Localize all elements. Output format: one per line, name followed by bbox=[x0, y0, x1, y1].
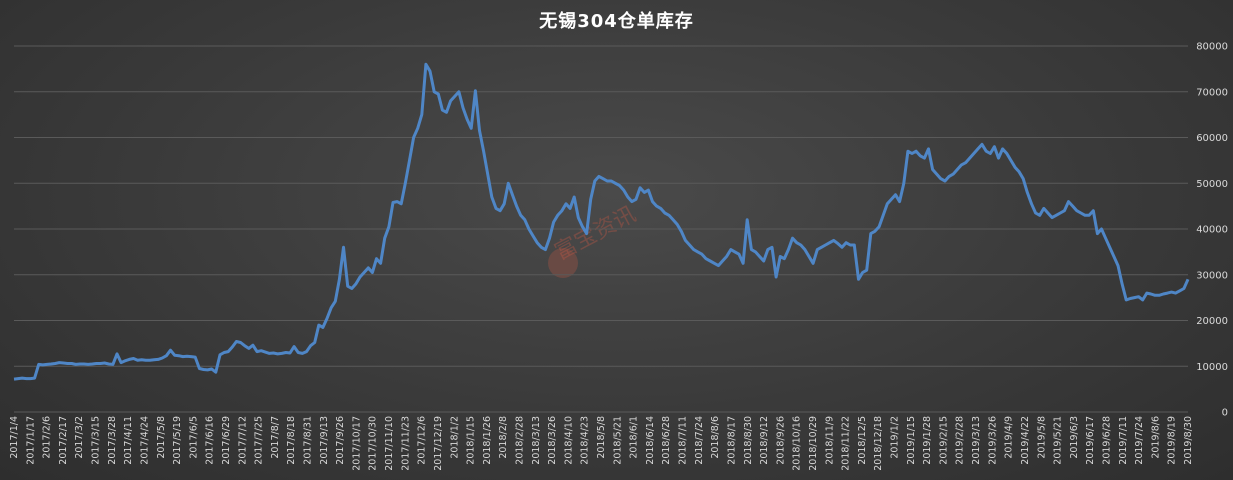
x-tick-label: 2019/6/3 bbox=[1069, 416, 1080, 459]
x-tick-label: 2017/2/6 bbox=[42, 416, 53, 459]
x-axis-ticks: 2017/1/4 2017/1/17 2017/2/6 2017/2/17 2017/3… bbox=[9, 416, 1194, 471]
x-tick-label: 2019/2/15 bbox=[938, 416, 949, 465]
x-tick-label: 2018/1/15 bbox=[466, 416, 477, 465]
x-tick-label: 2019/8/6 bbox=[1150, 416, 1161, 459]
x-tick-label: 2019/4/22 bbox=[1020, 416, 1031, 465]
x-tick-label: 2017/11/23 bbox=[400, 416, 411, 471]
x-tick-label: 2017/10/17 bbox=[351, 416, 362, 471]
x-tick-label: 2018/11/9 bbox=[824, 416, 835, 465]
x-tick-label: 2019/3/13 bbox=[971, 416, 982, 465]
x-tick-label: 2019/5/8 bbox=[1036, 416, 1047, 459]
x-tick-label: 2017/5/19 bbox=[172, 416, 183, 465]
x-tick-label: 2017/8/7 bbox=[270, 416, 281, 459]
x-tick-label: 2017/10/30 bbox=[368, 416, 379, 471]
x-tick-label: 2019/6/17 bbox=[1085, 416, 1096, 465]
x-tick-label: 2019/7/11 bbox=[1118, 416, 1129, 465]
y-tick-label: 20000 bbox=[1196, 316, 1228, 327]
y-tick-label: 30000 bbox=[1196, 270, 1228, 281]
x-tick-label: 2018/11/22 bbox=[841, 416, 852, 471]
x-tick-label: 2018/6/28 bbox=[661, 416, 672, 465]
x-tick-label: 2017/1/17 bbox=[25, 416, 36, 465]
x-tick-label: 2018/3/26 bbox=[547, 416, 558, 465]
x-tick-label: 2018/6/14 bbox=[645, 416, 656, 465]
x-tick-label: 2017/12/6 bbox=[417, 416, 428, 465]
x-tick-label: 2017/7/25 bbox=[254, 416, 265, 465]
x-tick-label: 2017/5/8 bbox=[156, 416, 167, 459]
x-tick-label: 2018/7/11 bbox=[678, 416, 689, 465]
x-tick-label: 2017/7/12 bbox=[237, 416, 248, 465]
x-tick-label: 2019/2/28 bbox=[955, 416, 966, 465]
x-tick-label: 2018/9/12 bbox=[759, 416, 770, 465]
x-tick-label: 2017/3/2 bbox=[74, 416, 85, 459]
x-tick-label: 2019/1/15 bbox=[906, 416, 917, 465]
x-tick-label: 2019/4/9 bbox=[1004, 416, 1015, 459]
x-tick-label: 2019/1/2 bbox=[890, 416, 901, 459]
x-tick-label: 2018/12/18 bbox=[873, 416, 884, 471]
x-tick-label: 2019/7/24 bbox=[1134, 416, 1145, 465]
x-tick-label: 2017/4/11 bbox=[123, 416, 134, 465]
x-tick-label: 2018/7/24 bbox=[694, 416, 705, 465]
x-tick-label: 2017/12/19 bbox=[433, 416, 444, 471]
x-tick-label: 2018/4/23 bbox=[580, 416, 591, 465]
series-line bbox=[13, 62, 1190, 381]
x-tick-label: 2018/3/13 bbox=[531, 416, 542, 465]
x-tick-label: 2018/4/10 bbox=[563, 416, 574, 465]
x-tick-label: 2017/9/26 bbox=[335, 416, 346, 465]
x-tick-label: 2017/8/31 bbox=[303, 416, 314, 465]
x-tick-label: 2019/3/26 bbox=[987, 416, 998, 465]
x-tick-label: 2017/9/13 bbox=[319, 416, 330, 465]
x-tick-label: 2017/1/4 bbox=[9, 416, 20, 459]
x-tick-label: 2019/1/28 bbox=[922, 416, 933, 465]
x-tick-label: 2018/5/8 bbox=[596, 416, 607, 459]
x-tick-label: 2018/10/16 bbox=[792, 416, 803, 471]
x-tick-label: 2019/6/28 bbox=[1101, 416, 1112, 465]
x-tick-label: 2019/5/21 bbox=[1053, 416, 1064, 465]
x-tick-label: 2017/3/28 bbox=[107, 416, 118, 465]
series-layer bbox=[13, 62, 1190, 381]
x-tick-label: 2017/4/24 bbox=[139, 416, 150, 465]
x-tick-label: 2017/11/10 bbox=[384, 416, 395, 471]
y-tick-label: 0 bbox=[1222, 408, 1228, 419]
x-tick-label: 2018/12/5 bbox=[857, 416, 868, 465]
y-tick-label: 60000 bbox=[1196, 133, 1228, 144]
y-tick-label: 10000 bbox=[1196, 362, 1228, 373]
x-tick-label: 2018/10/29 bbox=[808, 416, 819, 471]
y-tick-label: 40000 bbox=[1196, 225, 1228, 236]
y-tick-label: 80000 bbox=[1196, 42, 1228, 53]
x-tick-label: 2017/8/18 bbox=[286, 416, 297, 465]
x-tick-label: 2018/9/26 bbox=[775, 416, 786, 465]
gridlines bbox=[14, 45, 1188, 413]
x-tick-label: 2018/8/30 bbox=[743, 416, 754, 465]
x-tick-label: 2019/8/19 bbox=[1167, 416, 1178, 465]
x-tick-label: 2017/6/29 bbox=[221, 416, 232, 465]
y-tick-label: 50000 bbox=[1196, 179, 1228, 190]
x-tick-label: 2018/1/26 bbox=[482, 416, 493, 465]
x-tick-label: 2017/6/16 bbox=[205, 416, 216, 465]
y-tick-label: 70000 bbox=[1196, 87, 1228, 98]
watermark-logo-icon bbox=[548, 248, 578, 278]
chart-title: 无锡304仓单库存 bbox=[539, 11, 694, 32]
y-axis-ticks: 0 10000 20000 30000 40000 50000 60000 70000 8000… bbox=[1196, 42, 1228, 419]
x-tick-label: 2019/8/30 bbox=[1183, 416, 1194, 465]
x-tick-label: 2018/5/21 bbox=[612, 416, 623, 465]
x-tick-label: 2018/1/2 bbox=[449, 416, 460, 459]
x-tick-label: 2018/6/1 bbox=[629, 416, 640, 459]
x-tick-label: 2017/2/17 bbox=[58, 416, 69, 465]
x-tick-label: 2017/6/5 bbox=[188, 416, 199, 459]
x-tick-label: 2018/2/8 bbox=[498, 416, 509, 459]
x-tick-label: 2017/3/15 bbox=[91, 416, 102, 465]
x-tick-label: 2018/2/28 bbox=[514, 416, 525, 465]
x-tick-label: 2018/8/6 bbox=[710, 416, 721, 459]
x-tick-label: 2018/8/17 bbox=[726, 416, 737, 465]
